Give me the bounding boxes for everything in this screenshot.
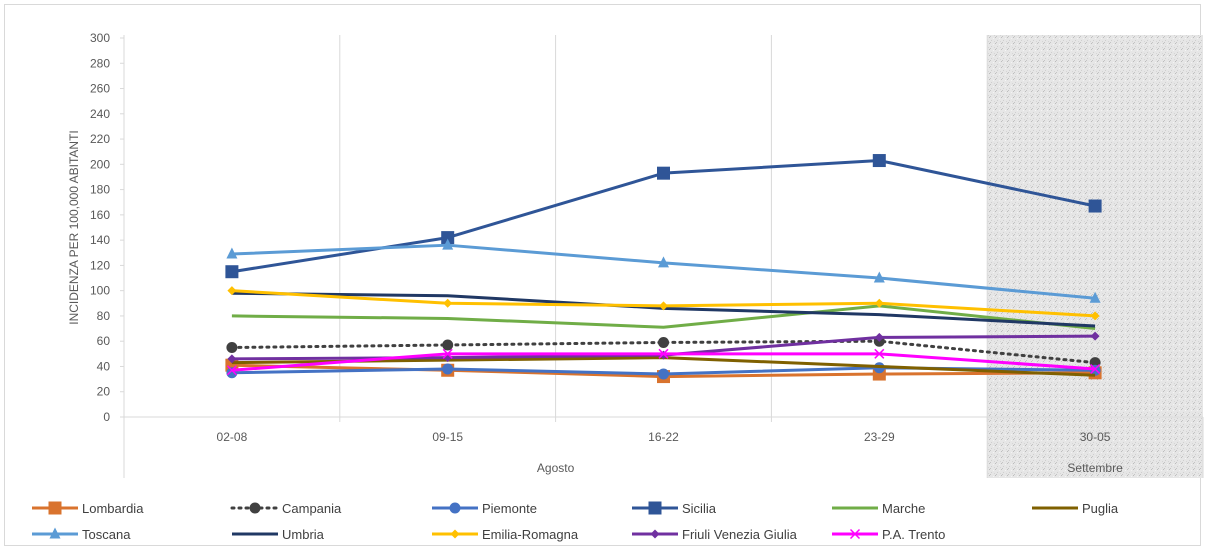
- y-tick-label: 20: [97, 385, 111, 399]
- y-axis-title: INCIDENZA PER 100,000 ABITANTI: [67, 130, 81, 325]
- legend-label: Piemonte: [482, 501, 537, 516]
- y-tick-label: 280: [90, 56, 110, 70]
- y-tick-label: 240: [90, 107, 110, 121]
- data-point: [226, 247, 238, 259]
- data-point: [1090, 363, 1101, 375]
- x-tick-label: 23-29: [864, 430, 895, 444]
- legend-swatch-marker: [849, 528, 861, 540]
- data-point: [226, 342, 238, 354]
- legend-label: Campania: [282, 501, 342, 516]
- legend-label: Friuli Venezia Giulia: [682, 527, 798, 542]
- data-point: [1089, 291, 1101, 303]
- legend-swatch-marker: [249, 502, 261, 514]
- data-point: [442, 348, 453, 359]
- data-point: [657, 166, 670, 180]
- data-point: [1090, 311, 1100, 321]
- series-emilia-romagna: [227, 286, 1100, 321]
- legend-item: Friuli Venezia Giulia: [632, 527, 798, 542]
- legend-item: P.A. Trento: [832, 527, 945, 542]
- y-tick-label: 220: [90, 132, 110, 146]
- data-point: [225, 265, 239, 279]
- data-point: [874, 332, 884, 342]
- legend-item: Sicilia: [632, 501, 717, 516]
- legend-item: Emilia-Romagna: [432, 527, 579, 542]
- data-point: [659, 301, 668, 311]
- legend-swatch-marker: [49, 527, 61, 539]
- y-tick-label: 40: [97, 359, 111, 373]
- data-point: [874, 298, 884, 308]
- data-point: [443, 298, 453, 308]
- y-tick-label: 120: [90, 258, 110, 272]
- data-point: [658, 348, 669, 359]
- data-point: [441, 231, 455, 245]
- data-point: [442, 238, 454, 250]
- legend-swatch-marker: [48, 501, 62, 515]
- data-point: [1090, 331, 1100, 341]
- data-point: [658, 368, 669, 380]
- legend-swatch-marker: [449, 502, 461, 514]
- data-point: [658, 256, 669, 268]
- series-line: [230, 339, 1097, 365]
- data-point: [227, 286, 237, 296]
- data-point: [872, 154, 886, 168]
- legend-item: Toscana: [32, 527, 131, 542]
- data-point: [442, 339, 454, 351]
- y-tick-label: 160: [90, 208, 110, 222]
- series-line: [231, 304, 1096, 331]
- legend-label: Sicilia: [682, 501, 717, 516]
- x-group-label: Settembre: [1067, 461, 1123, 475]
- legend-item: Umbria: [232, 527, 325, 542]
- y-tick-label: 180: [90, 183, 110, 197]
- legend-label: Toscana: [82, 527, 131, 542]
- legend-label: Emilia-Romagna: [482, 527, 579, 542]
- legend-item: Piemonte: [432, 501, 537, 516]
- legend-item: Lombardia: [32, 501, 144, 516]
- y-tick-label: 260: [90, 82, 110, 96]
- legend-swatch-marker: [450, 529, 460, 539]
- series-line: [231, 243, 1096, 300]
- data-point: [1088, 199, 1102, 213]
- legend-swatch-marker: [648, 501, 662, 515]
- data-point: [226, 365, 237, 376]
- data-point: [442, 363, 454, 375]
- series-toscana: [226, 238, 1101, 303]
- y-tick-label: 60: [97, 334, 111, 348]
- y-tick-label: 80: [97, 309, 111, 323]
- legend-item: Campania: [230, 501, 342, 516]
- y-tick-label: 300: [90, 31, 110, 45]
- data-point: [874, 348, 885, 359]
- legend-label: P.A. Trento: [882, 527, 945, 542]
- y-tick-label: 100: [90, 284, 110, 298]
- y-tick-label: 140: [90, 233, 110, 247]
- legend-item: Marche: [832, 501, 925, 516]
- shaded-region: [987, 35, 1203, 478]
- series-p-a-trento: [226, 348, 1101, 376]
- x-tick-label: 02-08: [217, 430, 248, 444]
- series-marche: [231, 304, 1096, 331]
- y-tick-label: 200: [90, 157, 110, 171]
- x-tick-label: 30-05: [1080, 430, 1111, 444]
- data-point: [658, 336, 669, 348]
- legend-label: Lombardia: [82, 501, 144, 516]
- data-point: [227, 354, 237, 364]
- legend-swatch-marker: [650, 529, 660, 539]
- x-tick-label: 09-15: [432, 430, 463, 444]
- legend-label: Umbria: [282, 527, 325, 542]
- x-tick-label: 16-22: [648, 430, 679, 444]
- legend-label: Puglia: [1082, 501, 1119, 516]
- legend-label: Marche: [882, 501, 925, 516]
- data-point: [873, 271, 885, 283]
- x-group-label: Agosto: [537, 461, 575, 475]
- legend-item: Puglia: [1032, 501, 1119, 516]
- y-tick-label: 0: [103, 410, 110, 424]
